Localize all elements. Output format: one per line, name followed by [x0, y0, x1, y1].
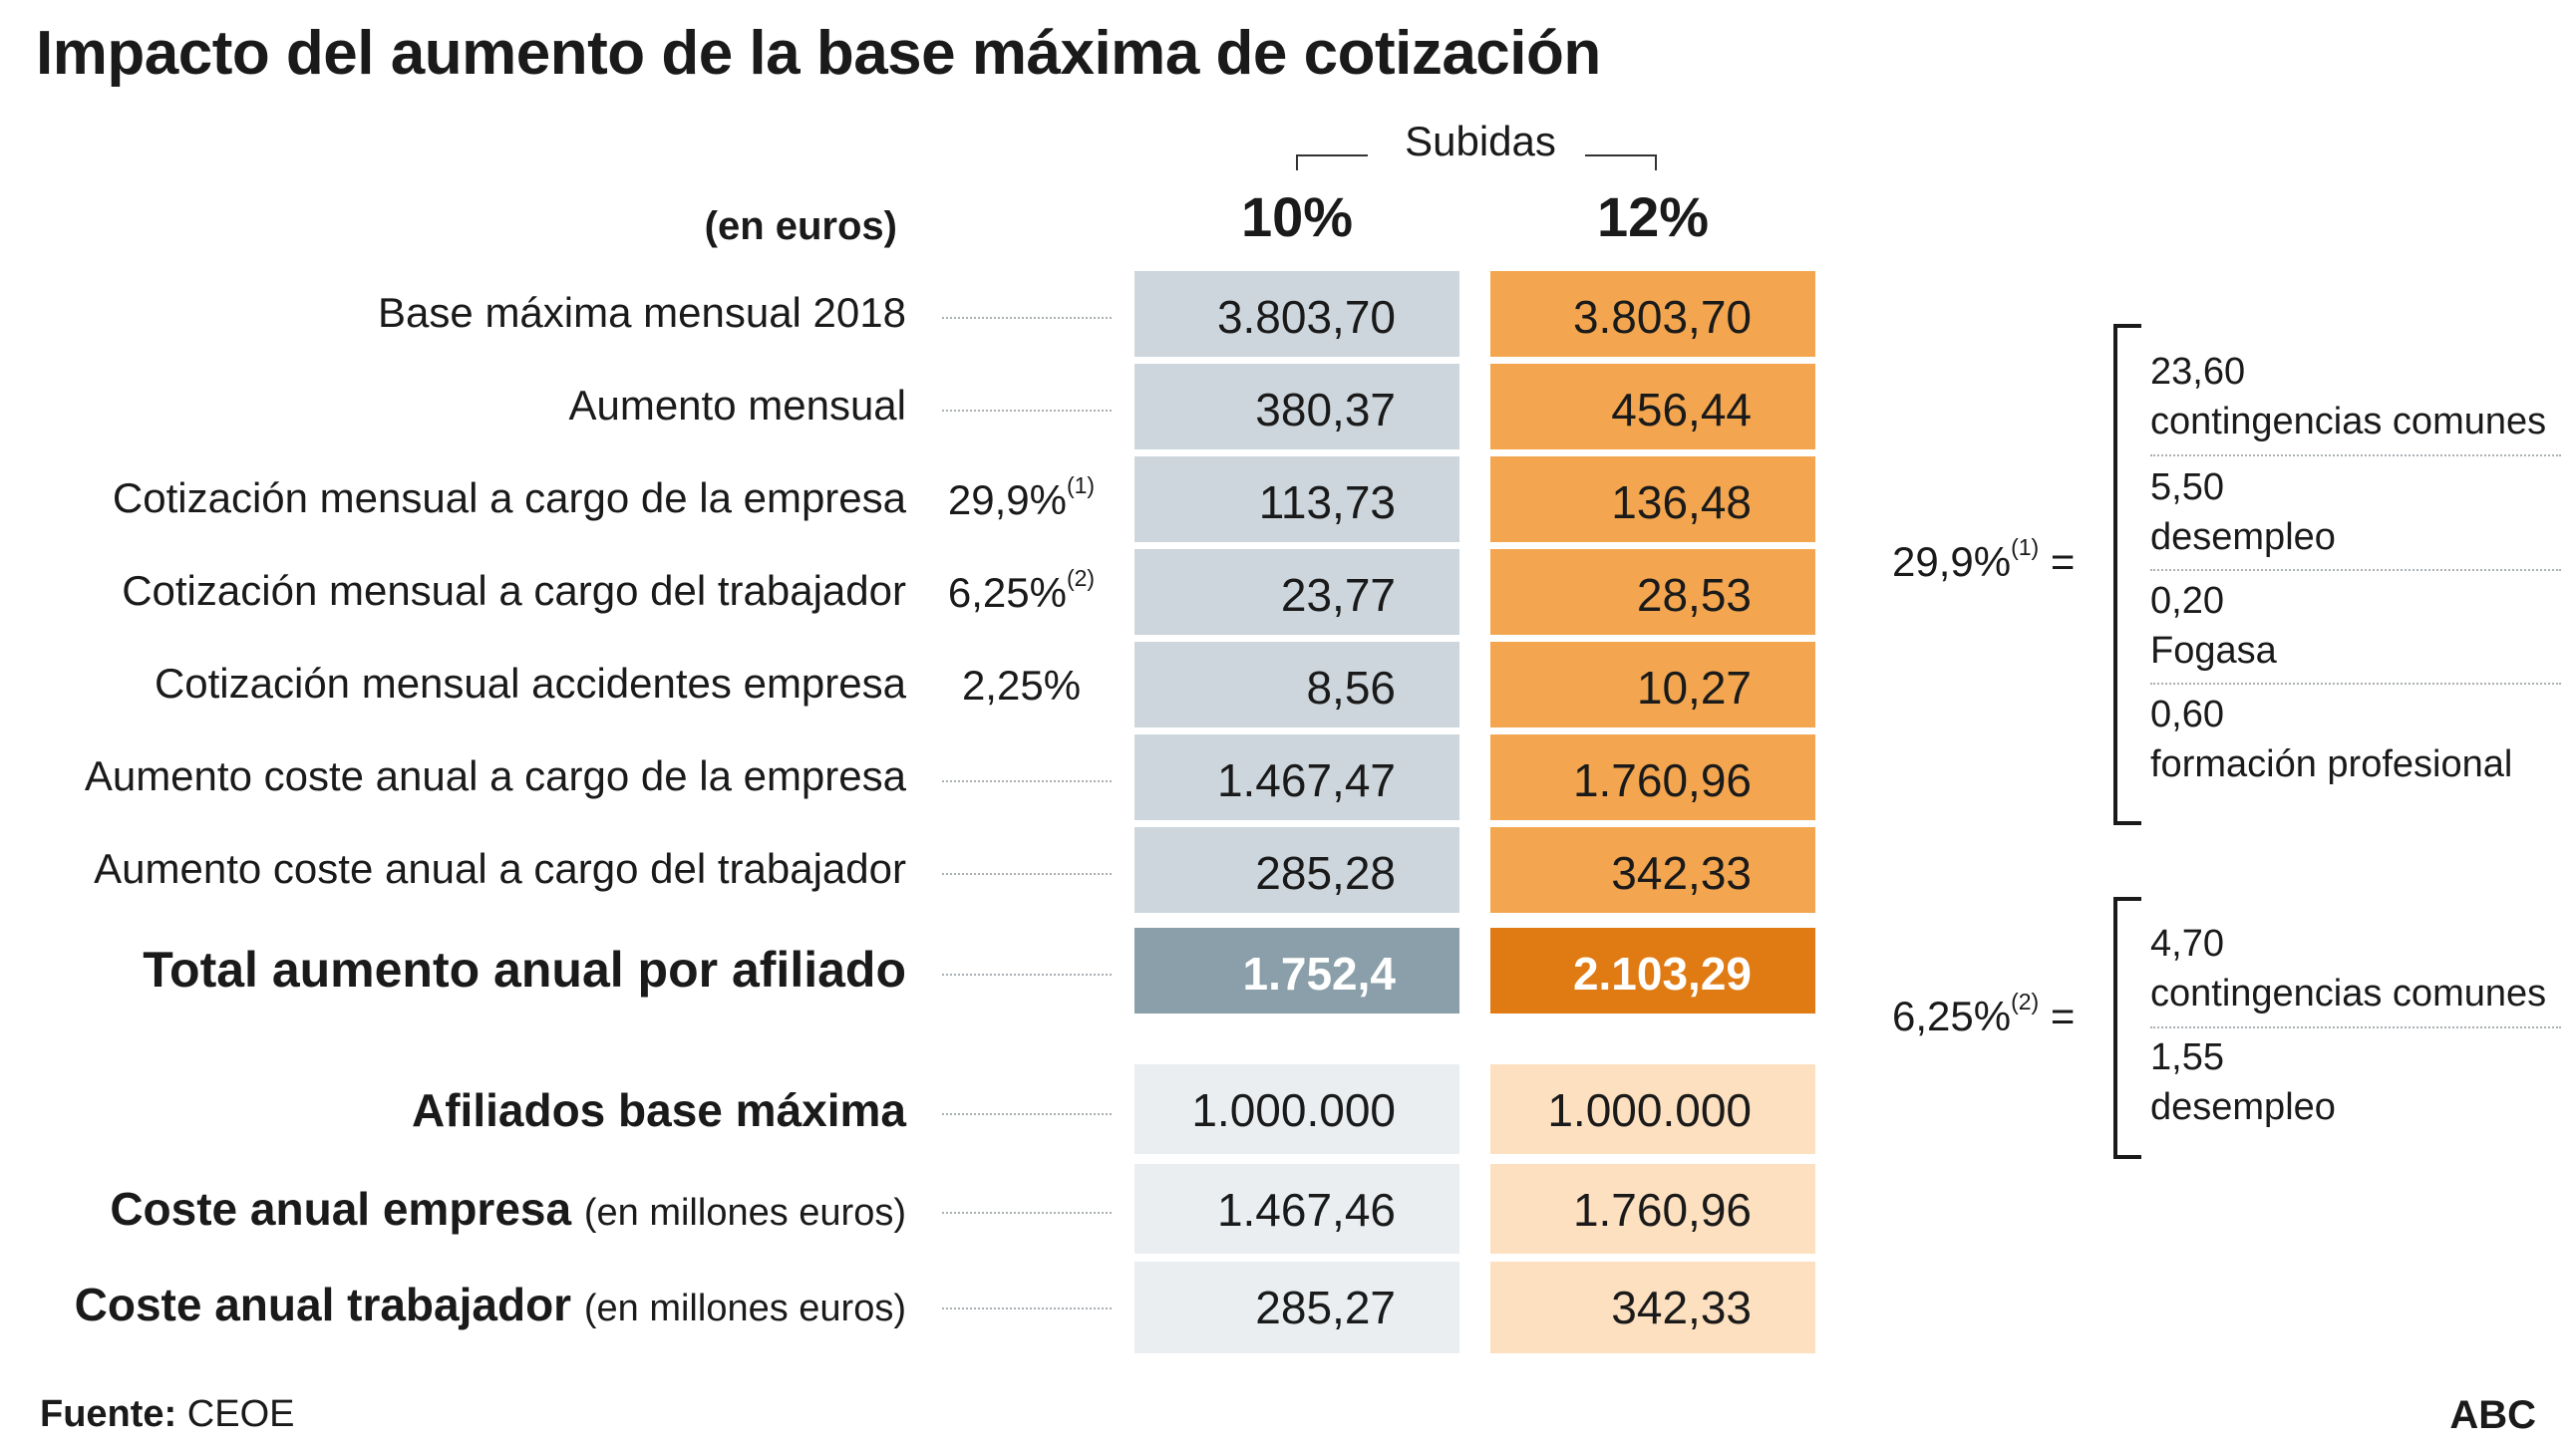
value-12: 342,33: [1490, 1262, 1815, 1353]
value-12: 342,33: [1490, 827, 1815, 913]
row-label: Aumento coste anual a cargo del trabajad…: [94, 845, 906, 892]
row-label: Coste anual trabajador (en millones euro…: [74, 1279, 906, 1330]
value-10: 285,27: [1134, 1262, 1459, 1353]
breakdown-rate: 6,25%(2) =: [1892, 989, 2076, 1039]
value-10: 1.467,46: [1134, 1164, 1459, 1254]
breakdown-value: 0,60: [2150, 694, 2224, 735]
source-credit: Fuente: CEOE: [40, 1393, 295, 1435]
breakdown-label: contingencias comunes: [2150, 973, 2547, 1015]
breakdown-label: contingencias comunes: [2150, 401, 2547, 442]
row-label: Base máxima mensual 2018: [378, 289, 906, 336]
row-leader: [942, 1212, 1112, 1214]
breakdown-bracket: [2113, 897, 2141, 1159]
row-leader: [942, 1307, 1112, 1309]
row-leader: [942, 974, 1112, 976]
value-10: 380,37: [1134, 364, 1459, 449]
breakdown-value: 23,60: [2150, 351, 2246, 393]
column-group-label: Subidas: [1405, 118, 1556, 164]
row-label: Coste anual empresa (en millones euros): [110, 1183, 906, 1235]
value-10: 113,73: [1134, 456, 1459, 542]
brand-logo: ABC: [2449, 1393, 2536, 1437]
column-header-10: 10%: [1240, 185, 1354, 248]
breakdown-value: 5,50: [2150, 466, 2224, 508]
row-label: Aumento coste anual a cargo de la empres…: [84, 752, 906, 799]
value-12: 10,27: [1490, 642, 1815, 727]
breakdown-separator: [2150, 683, 2561, 685]
breakdown-rate: 29,9%(1) =: [1892, 534, 2076, 585]
breakdown-separator: [2150, 569, 2561, 571]
breakdown-separator: [2150, 1026, 2561, 1028]
value-12: 456,44: [1490, 364, 1815, 449]
units-label: (en euros): [704, 204, 897, 248]
row-label: Cotización mensual a cargo del trabajado…: [122, 567, 906, 614]
value-12: 1.760,96: [1490, 1164, 1815, 1254]
chart-title: Impacto del aumento de la base máxima de…: [36, 19, 1601, 88]
total-value-10: 1.752,4: [1134, 928, 1459, 1014]
column-header-12: 12%: [1596, 185, 1710, 248]
total-value-12: 2.103,29: [1490, 928, 1815, 1014]
breakdown-value: 4,70: [2150, 923, 2224, 965]
row-rate: 29,9%(1): [947, 472, 1096, 523]
value-10: 1.000.000: [1134, 1064, 1459, 1154]
breakdown-value: 0,20: [2150, 580, 2224, 622]
value-12: 1.000.000: [1490, 1064, 1815, 1154]
breakdown-label: desempleo: [2150, 516, 2336, 558]
row-leader: [942, 1113, 1112, 1115]
row-leader: [942, 873, 1112, 875]
row-leader: [942, 780, 1112, 782]
breakdown-label: Fogasa: [2150, 630, 2277, 672]
value-10: 1.467,47: [1134, 734, 1459, 820]
row-label: Afiliados base máxima: [412, 1084, 906, 1136]
breakdown-label: desempleo: [2150, 1086, 2336, 1128]
row-rate: 6,25%(2): [947, 565, 1096, 616]
value-10: 3.803,70: [1134, 271, 1459, 357]
value-10: 285,28: [1134, 827, 1459, 913]
row-leader: [942, 317, 1112, 319]
breakdown-separator: [2150, 454, 2561, 456]
breakdown-bracket: [2113, 324, 2141, 825]
group-bracket-left: [1296, 154, 1368, 170]
value-12: 136,48: [1490, 456, 1815, 542]
group-bracket-right: [1585, 154, 1657, 170]
row-rate: 2,25%: [961, 662, 1082, 709]
value-10: 23,77: [1134, 549, 1459, 635]
breakdown-value: 1,55: [2150, 1036, 2224, 1078]
row-leader: [942, 410, 1112, 412]
value-12: 3.803,70: [1490, 271, 1815, 357]
total-label: Total aumento anual por afiliado: [143, 942, 906, 998]
value-12: 1.760,96: [1490, 734, 1815, 820]
row-label: Cotización mensual accidentes empresa: [154, 660, 906, 707]
row-label: Cotización mensual a cargo de la empresa: [112, 474, 906, 521]
value-10: 8,56: [1134, 642, 1459, 727]
breakdown-label: formación profesional: [2150, 743, 2513, 785]
value-12: 28,53: [1490, 549, 1815, 635]
row-label: Aumento mensual: [568, 382, 906, 429]
